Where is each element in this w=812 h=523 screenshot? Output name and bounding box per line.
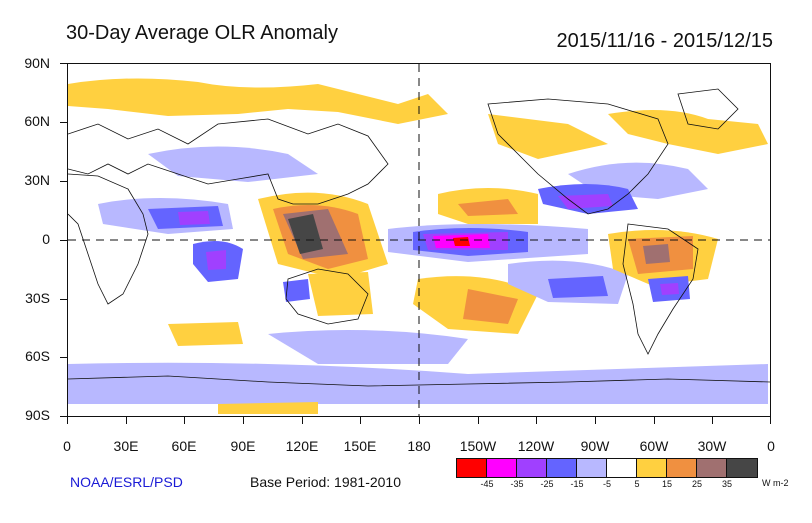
south-pacific-negative-core — [548, 276, 608, 298]
lon-label-0-end: 0 — [767, 438, 775, 454]
antarctic-positive — [218, 402, 318, 414]
lat-tick — [60, 416, 67, 417]
lat-tick — [60, 357, 67, 358]
legend-tick-label: 35 — [721, 479, 733, 489]
lon-label-180: 180 — [407, 438, 431, 454]
amazon-core — [643, 244, 670, 264]
lon-tick — [536, 417, 537, 424]
lon-tick — [478, 417, 479, 424]
legend-swatch — [517, 459, 547, 477]
lon-label-0: 0 — [63, 438, 71, 454]
map-title: 30-Day Average OLR Anomaly — [66, 22, 339, 44]
coastlines — [68, 88, 770, 387]
south-pacific-core — [463, 289, 518, 324]
south-america-core — [660, 283, 679, 295]
lon-label-60w: 60W — [639, 438, 669, 454]
arctic-positive-band — [68, 78, 448, 124]
lat-label-30n: 30N — [24, 172, 50, 188]
lat-tick — [60, 122, 67, 123]
lon-tick — [360, 417, 361, 424]
coastline-antarctica — [68, 375, 770, 387]
legend-tick-label: 5 — [634, 479, 640, 489]
lon-tick — [712, 417, 713, 424]
date-range: 2015/11/16 - 2015/12/15 — [556, 30, 773, 52]
legend-tick-label: 15 — [661, 479, 673, 489]
lat-label-60s: 60S — [25, 348, 50, 364]
lon-tick — [654, 417, 655, 424]
lat-label-90n: 90N — [24, 55, 50, 71]
lon-tick — [184, 417, 185, 424]
lon-label-90e: 90E — [230, 438, 256, 454]
equatorial-indian-core — [178, 211, 210, 225]
north-pacific-subtropics-core — [458, 199, 518, 216]
legend-swatch — [667, 459, 697, 477]
southern-ocean-positive — [168, 322, 243, 346]
legend-tick-label: -15 — [570, 479, 584, 489]
lat-tick — [60, 63, 67, 64]
north-atlantic-positive — [608, 110, 768, 154]
lon-label-150e: 150E — [343, 438, 377, 454]
lat-label-30s: 30S — [25, 290, 50, 306]
map-canvas — [68, 64, 770, 416]
east-pacific-itcz-core — [558, 194, 613, 209]
lat-tick — [60, 299, 67, 300]
base-period: Base Period: 1981-2010 — [250, 474, 401, 490]
legend-swatch — [577, 459, 607, 477]
lon-tick — [595, 417, 596, 424]
legend-swatch — [487, 459, 517, 477]
legend-tick-label: -45 — [480, 479, 494, 489]
lon-tick — [243, 417, 244, 424]
legend-tick-label: -35 — [510, 479, 524, 489]
lon-label-30e: 30E — [113, 438, 139, 454]
legend-swatch — [547, 459, 577, 477]
lat-tick — [60, 240, 67, 241]
legend-tick-label: -5 — [602, 479, 612, 489]
west-australia-negative — [283, 279, 310, 302]
lon-label-30w: 30W — [697, 438, 727, 454]
legend-tick-labels: -45 -35 -25 -15 -5 5 15 25 35 — [456, 479, 758, 491]
legend-swatch — [727, 459, 757, 477]
central-pacific-negative-peak — [453, 237, 470, 246]
legend-swatch — [637, 459, 667, 477]
lon-label-120w: 120W — [517, 438, 555, 454]
lon-label-90w: 90W — [580, 438, 610, 454]
north-pacific-positive — [488, 114, 608, 159]
south-indian-core — [206, 250, 226, 270]
lat-label-60n: 60N — [24, 113, 50, 129]
lon-label-150w: 150W — [459, 438, 497, 454]
legend-swatch — [457, 459, 487, 477]
lon-tick — [770, 417, 771, 424]
coastline-australia — [285, 268, 369, 325]
lon-tick — [67, 417, 68, 424]
lon-tick — [419, 417, 420, 424]
australia-positive — [308, 272, 373, 316]
lon-label-60e: 60E — [171, 438, 197, 454]
legend-unit: W m-2 — [762, 478, 789, 488]
lon-tick — [126, 417, 127, 424]
southern-ocean-negative — [268, 330, 468, 364]
legend-tick-label: 25 — [691, 479, 703, 489]
field-layer — [68, 78, 768, 414]
lon-tick — [302, 417, 303, 424]
color-legend — [456, 458, 758, 478]
coastline-north-america — [487, 98, 669, 215]
antarctic-negative — [68, 362, 768, 404]
coastline-africa — [68, 173, 149, 305]
coastline-eurasia — [68, 118, 389, 205]
lat-label-0: 0 — [42, 231, 50, 247]
olr-anomaly-map — [67, 63, 771, 417]
lat-label-90s: 90S — [25, 407, 50, 423]
legend-swatch — [697, 459, 727, 477]
maritime-continent-peak — [288, 214, 323, 254]
coastline-greenland — [677, 88, 739, 130]
legend-swatch — [607, 459, 637, 477]
eurasia-negative — [148, 146, 318, 182]
coastline-south-america — [622, 223, 699, 355]
lon-label-120e: 120E — [285, 438, 319, 454]
credit-link[interactable]: NOAA/ESRL/PSD — [70, 474, 183, 490]
legend-tick-label: -25 — [540, 479, 554, 489]
lat-tick — [60, 181, 67, 182]
